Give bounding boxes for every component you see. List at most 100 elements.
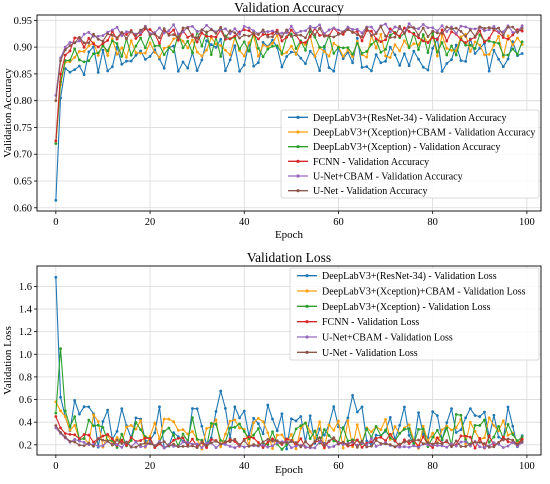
y-tick-label: 0.95	[14, 16, 32, 27]
data-point	[261, 33, 265, 36]
data-point	[266, 47, 270, 51]
data-point	[355, 438, 359, 442]
data-point	[431, 410, 435, 414]
data-point	[487, 26, 491, 29]
data-point	[468, 50, 472, 53]
data-point	[275, 433, 279, 437]
data-point	[445, 426, 449, 430]
legend-label: DeepLabV3+(Xception)+CBAM - Validation L…	[322, 287, 526, 298]
data-point	[421, 39, 425, 43]
data-point	[266, 440, 270, 444]
data-point	[327, 34, 331, 38]
data-point	[483, 418, 486, 422]
data-point	[417, 427, 420, 431]
data-point	[176, 69, 180, 73]
data-point	[407, 445, 411, 449]
data-point	[92, 32, 95, 36]
data-point	[473, 40, 477, 44]
data-point	[520, 24, 524, 28]
data-point	[172, 44, 176, 48]
data-point	[426, 68, 430, 72]
legend-marker	[305, 289, 309, 293]
data-point	[87, 30, 91, 34]
data-point	[360, 66, 364, 69]
data-point	[313, 439, 317, 443]
data-point	[54, 139, 58, 143]
series-line	[55, 348, 523, 450]
data-point	[407, 423, 411, 427]
data-point	[205, 23, 208, 27]
data-point	[412, 444, 416, 448]
data-point	[431, 46, 435, 50]
data-point	[195, 442, 199, 446]
data-point	[435, 441, 439, 445]
data-point	[115, 446, 119, 449]
data-point	[370, 440, 373, 444]
data-point	[106, 433, 110, 436]
data-point	[271, 29, 274, 33]
data-point	[445, 439, 449, 442]
y-tick-label: 1.4	[19, 305, 33, 316]
data-point	[139, 36, 143, 40]
data-point	[181, 428, 185, 432]
legend-marker	[296, 115, 300, 119]
data-point	[450, 27, 453, 31]
data-point	[63, 435, 67, 439]
data-point	[454, 32, 458, 35]
data-point	[134, 440, 138, 444]
data-point	[73, 41, 77, 45]
data-point	[139, 419, 143, 423]
data-point	[304, 445, 307, 449]
data-point	[478, 415, 482, 418]
data-point	[365, 26, 369, 30]
data-point	[200, 31, 204, 35]
data-point	[440, 28, 444, 32]
data-point	[318, 26, 322, 30]
data-point	[172, 50, 176, 54]
data-point	[370, 25, 373, 29]
data-point	[355, 33, 359, 37]
data-point	[501, 33, 505, 37]
data-point	[205, 444, 208, 447]
data-point	[506, 437, 510, 441]
data-point	[280, 35, 284, 39]
data-point	[191, 416, 194, 420]
data-point	[191, 25, 194, 28]
data-point	[384, 428, 387, 432]
data-point	[351, 439, 354, 443]
data-point	[322, 428, 326, 431]
x-axis-title: Epoch	[275, 464, 304, 476]
data-point	[172, 433, 176, 437]
data-point	[68, 49, 72, 53]
data-point	[407, 64, 411, 68]
data-point	[228, 440, 232, 444]
data-point	[435, 428, 439, 432]
data-point	[393, 31, 397, 35]
data-point	[379, 435, 383, 439]
data-point	[384, 442, 387, 446]
data-point	[63, 45, 67, 49]
data-point	[431, 36, 435, 39]
data-point	[82, 444, 86, 447]
legend-label: FCNN - Validation Accuracy	[313, 157, 429, 168]
data-point	[435, 414, 439, 418]
data-point	[388, 436, 392, 440]
y-tick-label: 0.8	[19, 372, 32, 383]
data-point	[63, 409, 67, 413]
data-point	[228, 444, 232, 448]
data-point	[468, 43, 472, 47]
data-point	[271, 35, 274, 39]
data-point	[252, 32, 256, 35]
data-point	[285, 28, 289, 32]
data-point	[506, 440, 510, 444]
data-point	[280, 412, 284, 416]
data-point	[516, 52, 519, 56]
data-point	[129, 53, 133, 57]
data-point	[450, 58, 453, 62]
data-point	[167, 417, 171, 421]
data-point	[398, 34, 402, 38]
data-point	[275, 30, 279, 34]
data-point	[158, 26, 161, 30]
data-point	[289, 440, 293, 443]
data-point	[403, 427, 406, 431]
